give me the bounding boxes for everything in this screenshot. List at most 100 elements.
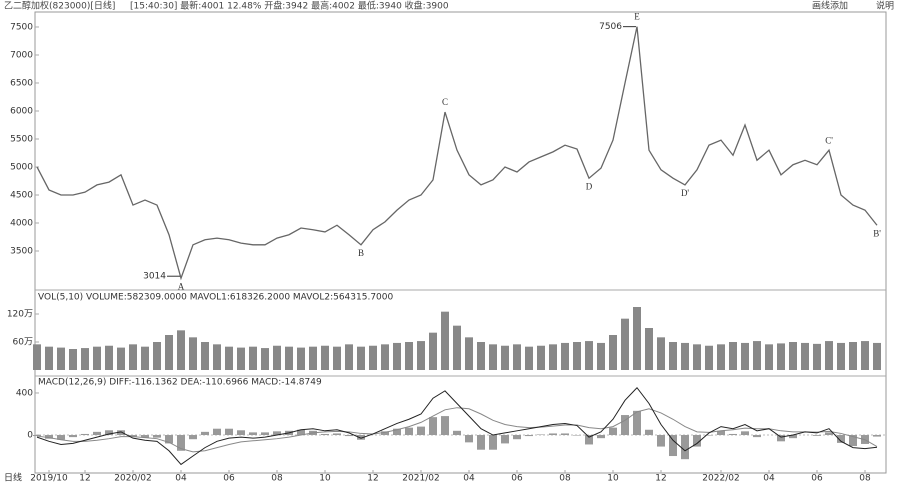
dea-line <box>36 407 878 453</box>
y-tick-label: 5500 <box>10 134 33 144</box>
x-tick-label: 12 <box>79 474 90 484</box>
macd-bar <box>501 435 509 444</box>
macd-bar <box>117 430 125 436</box>
macd-bar <box>405 427 413 436</box>
macd-bar <box>333 433 341 436</box>
macd-bar <box>525 435 533 437</box>
x-tick-label: 08 <box>271 474 283 484</box>
volume-bar <box>417 341 425 370</box>
volume-bar <box>225 346 233 370</box>
volume-bar <box>393 342 401 370</box>
volume-bar <box>57 347 65 370</box>
macd-bar <box>321 433 329 436</box>
volume-bar <box>681 342 689 370</box>
point-annotation: E <box>634 12 640 22</box>
macd-bar <box>261 432 269 436</box>
volume-bar <box>261 348 269 370</box>
volume-bar <box>549 344 557 370</box>
macd-bar <box>777 435 785 442</box>
volume-bar <box>849 342 857 370</box>
macd-bar <box>177 435 185 451</box>
macd-bar <box>441 416 449 436</box>
volume-bar <box>513 344 521 370</box>
instrument-title: 乙二醇加权(823000)[日线] <box>4 0 115 12</box>
volume-bar <box>81 348 89 370</box>
volume-bar <box>213 344 221 370</box>
y-tick-label: 5000 <box>10 162 33 172</box>
add-line-button[interactable]: 画线添加 <box>812 0 848 12</box>
macd-bar <box>849 435 857 447</box>
macd-bar <box>45 435 53 439</box>
macd-bar <box>105 430 113 436</box>
x-tick-label: 2021/02 <box>402 474 439 484</box>
macd-bar <box>693 435 701 447</box>
x-tick-label: 06 <box>511 474 523 484</box>
macd-bar <box>393 428 401 436</box>
macd-bar <box>237 430 245 436</box>
volume-bar <box>645 328 653 370</box>
volume-bar <box>693 344 701 370</box>
x-tick-label: 04 <box>763 474 775 484</box>
x-tick-label: 2022/02 <box>702 474 739 484</box>
macd-bar <box>273 431 281 436</box>
price-line <box>36 26 878 281</box>
volume-bar <box>633 307 641 370</box>
volume-bar <box>345 344 353 370</box>
volume-bar <box>813 343 821 370</box>
macd-bar <box>561 433 569 436</box>
volume-bar <box>165 335 173 370</box>
volume-bar <box>369 345 377 370</box>
volume-bar <box>249 346 257 370</box>
macd-bar <box>753 435 761 438</box>
y-tick-label: 400 <box>16 388 33 398</box>
macd-bar <box>681 435 689 460</box>
diff-line <box>36 386 878 466</box>
macd-bar <box>573 435 581 436</box>
volume-bar <box>525 346 533 370</box>
volume-bar <box>69 349 77 370</box>
volume-bar <box>453 325 461 370</box>
x-tick-label: 04 <box>463 474 475 484</box>
x-tick-label: 2020/02 <box>114 474 151 484</box>
macd-bar <box>609 427 617 436</box>
volume-bar <box>477 342 485 370</box>
point-annotation: B <box>358 248 364 258</box>
macd-bar <box>705 435 713 436</box>
y-tick-label: 6500 <box>10 78 33 88</box>
volume-bar <box>621 318 629 370</box>
macd-bar <box>837 435 845 443</box>
volume-title: VOL(5,10) VOLUME:582309.0000 MAVOL1:6183… <box>38 293 394 303</box>
volume-bar <box>45 346 53 370</box>
volume-bar <box>501 345 509 370</box>
macd-bar <box>633 410 641 436</box>
macd-bar <box>729 433 737 436</box>
y-tick-label: 60万 <box>13 338 33 348</box>
macd-bar <box>57 435 65 440</box>
macd-bar <box>297 429 305 436</box>
point-annotation: C' <box>825 135 833 145</box>
x-tick-label: 2019/10 <box>30 474 68 484</box>
y-tick-label: 7000 <box>10 50 33 60</box>
volume-bar <box>753 341 761 370</box>
macd-bar <box>825 432 833 436</box>
volume-bar <box>465 337 473 370</box>
macd-bar <box>129 435 137 437</box>
point-annotation: B' <box>873 228 881 238</box>
x-tick-label: 12 <box>655 474 666 484</box>
period-label: 日线 <box>4 472 22 484</box>
macd-bar <box>477 435 485 450</box>
macd-bar <box>453 430 461 436</box>
volume-bar <box>285 346 293 370</box>
point-annotation: D <box>586 181 593 191</box>
macd-bar <box>465 435 473 443</box>
volume-bar <box>429 332 437 370</box>
x-tick-label: 10 <box>607 474 619 484</box>
help-button[interactable]: 说明 <box>876 0 894 12</box>
macd-bar <box>141 435 149 438</box>
volume-bar <box>597 342 605 370</box>
volume-bar <box>669 342 677 370</box>
macd-bar <box>645 429 653 436</box>
volume-bar <box>537 345 545 370</box>
volume-bar <box>561 342 569 370</box>
